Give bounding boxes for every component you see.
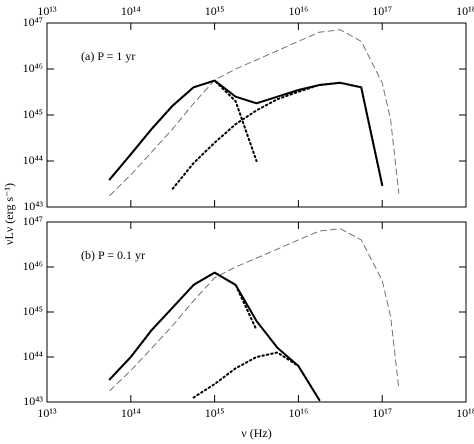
y-tick-label: 10⁴³ <box>23 394 43 408</box>
y-axis-label: νLν (erg s⁻¹) <box>2 183 16 245</box>
x-tick-label: 10¹⁷ <box>372 406 392 420</box>
y-tick-label: 10⁴⁷ <box>23 214 43 228</box>
y-tick-label: 10⁴⁷ <box>23 15 43 29</box>
x-tick-label: 10¹⁴ <box>121 4 141 18</box>
panel-annotation: (a) P = 1 yr <box>81 49 135 63</box>
y-tick-label: 10⁴⁴ <box>23 349 43 363</box>
y-tick-label: 10⁴⁶ <box>23 61 43 75</box>
x-tick-label: 10¹⁴ <box>121 406 141 420</box>
x-tick-label: 10¹⁸ <box>456 406 474 420</box>
y-tick-label: 10⁴⁵ <box>23 304 43 318</box>
x-axis-label: ν (Hz) <box>241 426 271 440</box>
x-tick-label: 10¹³ <box>37 4 57 18</box>
y-tick-label: 10⁴⁵ <box>23 107 43 121</box>
panel-annotation: (b) P = 0.1 yr <box>81 248 145 262</box>
x-tick-label: 10¹⁶ <box>289 406 309 420</box>
y-tick-label: 10⁴⁴ <box>23 153 43 167</box>
x-tick-label: 10¹⁸ <box>456 4 474 18</box>
series-line <box>108 271 258 381</box>
series-line <box>108 271 321 402</box>
x-tick-label: 10¹³ <box>37 406 57 420</box>
y-tick-label: 10⁴⁶ <box>23 259 43 273</box>
x-tick-label: 10¹⁶ <box>289 4 309 18</box>
series-line <box>109 29 400 196</box>
series-line <box>108 79 384 187</box>
y-tick-label: 10⁴³ <box>23 199 43 213</box>
x-tick-label: 10¹⁷ <box>372 4 392 18</box>
x-tick-label: 10¹⁵ <box>205 4 225 18</box>
series-line <box>192 351 321 402</box>
series-line <box>109 228 400 392</box>
x-tick-label: 10¹⁵ <box>205 406 225 420</box>
series-line <box>171 81 384 190</box>
